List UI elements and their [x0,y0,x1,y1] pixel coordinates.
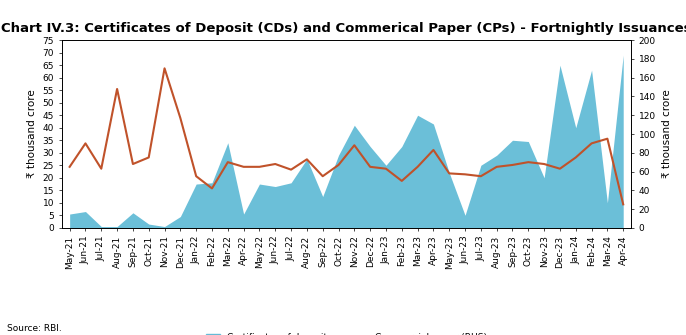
Text: Source: RBI.: Source: RBI. [7,324,62,333]
Y-axis label: ₹ thousand crore: ₹ thousand crore [27,90,37,178]
Title: Chart IV.3: Certificates of Deposit (CDs) and Commerical Paper (CPs) - Fortnight: Chart IV.3: Certificates of Deposit (CDs… [1,22,686,35]
Y-axis label: ₹ thousand crore: ₹ thousand crore [661,90,672,178]
Legend: Certificates of deposit, Commercial paper (RHS): Certificates of deposit, Commercial pape… [202,330,490,335]
